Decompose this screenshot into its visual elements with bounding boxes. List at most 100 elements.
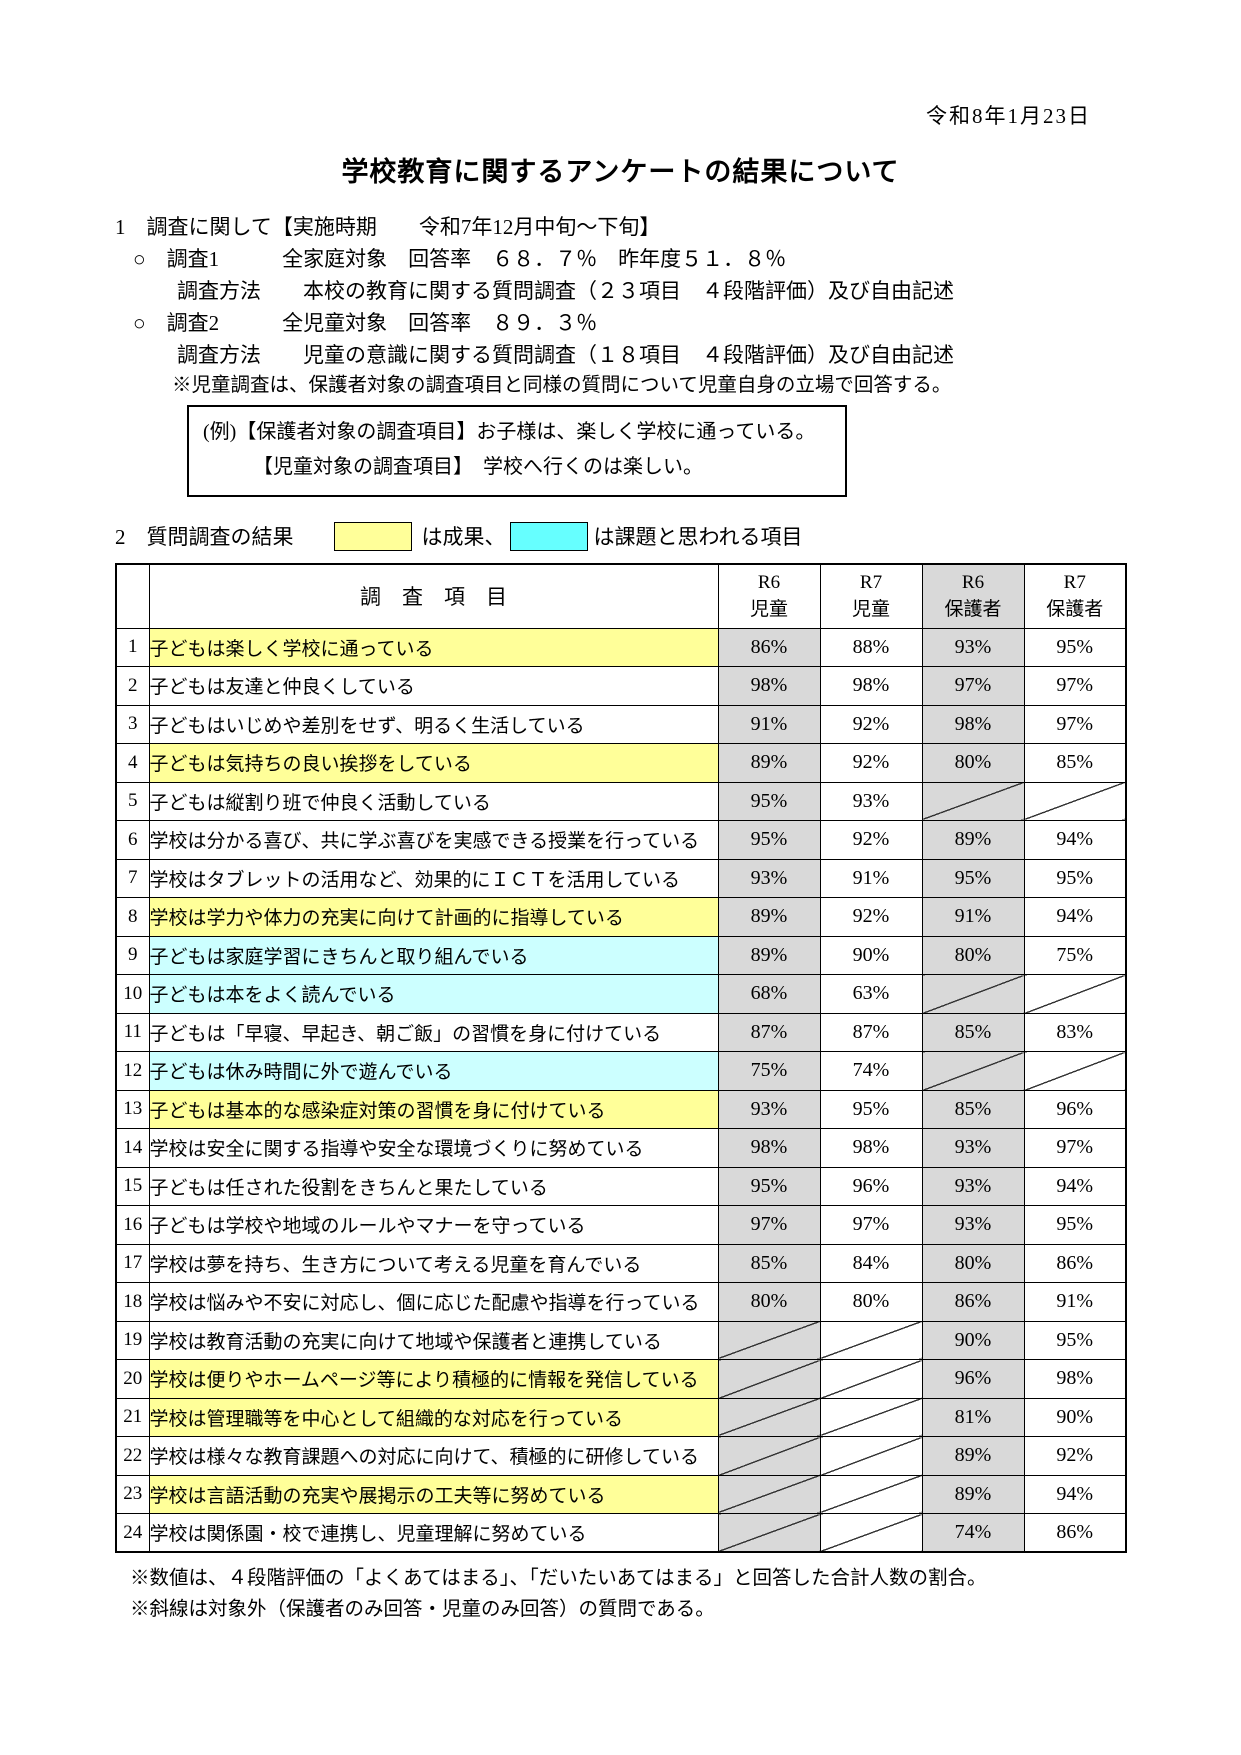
col-header-r7-children: R7 児童 bbox=[819, 563, 923, 629]
value-cell: 93% bbox=[717, 1089, 821, 1129]
value-cell: 94% bbox=[1023, 1474, 1127, 1514]
col-header-r7-parents: R7 保護者 bbox=[1023, 563, 1127, 629]
value-cell: 88% bbox=[819, 627, 923, 667]
row-number: 17 bbox=[115, 1243, 150, 1283]
value-cell: 92% bbox=[819, 897, 923, 937]
value-cell: 80% bbox=[717, 1282, 821, 1322]
value-cell: 89% bbox=[717, 897, 821, 937]
value-cell: 93% bbox=[921, 1166, 1025, 1206]
value-cell: 95% bbox=[717, 1166, 821, 1206]
survey-item-text: 子どもは休み時間に外で遊んでいる bbox=[148, 1051, 719, 1091]
row-number: 5 bbox=[115, 781, 150, 821]
value-cell: 85% bbox=[717, 1243, 821, 1283]
value-cell: 95% bbox=[1023, 1205, 1127, 1245]
excluded-cell bbox=[921, 1051, 1025, 1091]
value-cell: 90% bbox=[921, 1320, 1025, 1360]
row-number: 24 bbox=[115, 1513, 150, 1553]
survey-item-text: 学校は様々な教育課題への対応に向けて、積極的に研修している bbox=[148, 1436, 719, 1476]
value-cell: 95% bbox=[819, 1089, 923, 1129]
value-cell: 92% bbox=[1023, 1436, 1127, 1476]
table-row: 17 学校は夢を持ち、生き方について考える児童を育んでいる 85% 84% 80% 86% bbox=[115, 1243, 1127, 1283]
survey-item-text: 学校は安全に関する指導や安全な環境づくりに努めている bbox=[148, 1128, 719, 1168]
table-row: 10 子どもは本をよく読んでいる 68% 63% bbox=[115, 974, 1127, 1014]
value-cell: 95% bbox=[1023, 858, 1127, 898]
row-number: 13 bbox=[115, 1089, 150, 1129]
survey-item-text: 学校はタブレットの活用など、効果的にＩＣＴを活用している bbox=[148, 858, 719, 898]
value-cell: 98% bbox=[717, 666, 821, 706]
value-cell: 92% bbox=[819, 743, 923, 783]
table-header-row: 調 査 項 目 R6 児童 R7 児童 R6 保護者 R7 保護者 bbox=[115, 563, 1127, 629]
survey-item-text: 子どもはいじめや差別をせず、明るく生活している bbox=[148, 704, 719, 744]
value-cell: 93% bbox=[921, 1205, 1025, 1245]
excluded-cell bbox=[819, 1474, 923, 1514]
value-cell: 68% bbox=[717, 974, 821, 1014]
value-cell: 74% bbox=[819, 1051, 923, 1091]
value-cell: 98% bbox=[819, 666, 923, 706]
value-cell: 80% bbox=[921, 935, 1025, 975]
value-cell: 95% bbox=[717, 820, 821, 860]
table-row: 13 子どもは基本的な感染症対策の習慣を身に付けている 93% 95% 85% 96% bbox=[115, 1089, 1127, 1129]
intro-heading: 1 調査に関して【実施時期 令和7年12月中旬～下旬】 bbox=[115, 215, 661, 239]
survey-item-text: 学校は夢を持ち、生き方について考える児童を育んでいる bbox=[148, 1243, 719, 1283]
row-number: 10 bbox=[115, 974, 150, 1014]
col-who: 児童 bbox=[851, 599, 890, 621]
value-cell: 93% bbox=[921, 1128, 1025, 1168]
row-number: 22 bbox=[115, 1436, 150, 1476]
value-cell: 86% bbox=[1023, 1513, 1127, 1553]
col-era: R7 bbox=[1063, 572, 1086, 594]
table-row: 24 学校は関係園・校で連携し、児童理解に努めている 74% 86% bbox=[115, 1513, 1127, 1553]
value-cell: 92% bbox=[819, 704, 923, 744]
item-column-header: 調 査 項 目 bbox=[148, 563, 719, 629]
legend-cyan-label: は課題と思われる項目 bbox=[593, 525, 803, 549]
value-cell: 90% bbox=[1023, 1397, 1127, 1437]
value-cell: 95% bbox=[1023, 627, 1127, 667]
legend-yellow-label: は成果、 bbox=[421, 525, 506, 549]
table-row: 9 子どもは家庭学習にきちんと取り組んでいる 89% 90% 80% 75% bbox=[115, 935, 1127, 975]
survey-table-body: 1 子どもは楽しく学校に通っている 86% 88% 93% 95% 2 子どもは友達と仲良くし… bbox=[115, 627, 1127, 1553]
table-row: 16 子どもは学校や地域のルールやマナーを守っている 97% 97% 93% 95% bbox=[115, 1205, 1127, 1245]
excluded-cell bbox=[717, 1359, 821, 1399]
survey-item-text: 学校は関係園・校で連携し、児童理解に努めている bbox=[148, 1513, 719, 1553]
value-cell: 89% bbox=[921, 820, 1025, 860]
value-cell: 98% bbox=[819, 1128, 923, 1168]
table-row: 15 子どもは任された役割をきちんと果たしている 95% 96% 93% 94% bbox=[115, 1166, 1127, 1206]
survey-item-text: 子どもは学校や地域のルールやマナーを守っている bbox=[148, 1205, 719, 1245]
excluded-cell bbox=[819, 1436, 923, 1476]
survey-item-text: 子どもは基本的な感染症対策の習慣を身に付けている bbox=[148, 1089, 719, 1129]
results-heading-text: 2 質問調査の結果 bbox=[115, 525, 294, 549]
value-cell: 87% bbox=[717, 1012, 821, 1052]
row-number: 7 bbox=[115, 858, 150, 898]
excluded-cell bbox=[717, 1320, 821, 1360]
table-row: 20 学校は便りやホームページ等により積極的に情報を発信している 96% 98% bbox=[115, 1359, 1127, 1399]
table-row: 21 学校は管理職等を中心として組織的な対応を行っている 81% 90% bbox=[115, 1397, 1127, 1437]
excluded-cell bbox=[717, 1513, 821, 1553]
survey-item-text: 学校は教育活動の充実に向けて地域や保護者と連携している bbox=[148, 1320, 719, 1360]
table-row: 4 子どもは気持ちの良い挨拶をしている 89% 92% 80% 85% bbox=[115, 743, 1127, 783]
col-who: 保護者 bbox=[944, 599, 1002, 621]
table-row: 12 子どもは休み時間に外で遊んでいる 75% 74% bbox=[115, 1051, 1127, 1091]
value-cell: 86% bbox=[1023, 1243, 1127, 1283]
value-cell: 92% bbox=[819, 820, 923, 860]
survey-intro-section: 1 調査に関して【実施時期 令和7年12月中旬～下旬】 ○ 調査1 全家庭対象 … bbox=[115, 211, 1241, 371]
row-number: 16 bbox=[115, 1205, 150, 1245]
row-number: 23 bbox=[115, 1474, 150, 1514]
row-number: 12 bbox=[115, 1051, 150, 1091]
value-cell: 91% bbox=[921, 897, 1025, 937]
table-row: 18 学校は悩みや不安に対応し、個に応じた配慮や指導を行っている 80% 80% 86%… bbox=[115, 1282, 1127, 1322]
excluded-cell bbox=[819, 1513, 923, 1553]
value-cell: 97% bbox=[921, 666, 1025, 706]
survey-item-text: 学校は便りやホームページ等により積極的に情報を発信している bbox=[148, 1359, 719, 1399]
table-row: 8 学校は学力や体力の充実に向けて計画的に指導している 89% 92% 91% 94% bbox=[115, 897, 1127, 937]
survey-item-text: 子どもは楽しく学校に通っている bbox=[148, 627, 719, 667]
value-cell: 97% bbox=[819, 1205, 923, 1245]
value-cell: 86% bbox=[717, 627, 821, 667]
value-cell: 95% bbox=[1023, 1320, 1127, 1360]
table-row: 14 学校は安全に関する指導や安全な環境づくりに努めている 98% 98% 93% 97% bbox=[115, 1128, 1127, 1168]
value-cell: 85% bbox=[921, 1012, 1025, 1052]
value-cell: 93% bbox=[717, 858, 821, 898]
row-number: 8 bbox=[115, 897, 150, 937]
col-header-r6-children: R6 児童 bbox=[717, 563, 821, 629]
survey2-method: 調査方法 児童の意識に関する質問調査（１８項目 ４段階評価）及び自由記述 bbox=[177, 343, 954, 367]
table-row: 2 子どもは友達と仲良くしている 98% 98% 97% 97% bbox=[115, 666, 1127, 706]
row-number-header bbox=[115, 563, 150, 629]
